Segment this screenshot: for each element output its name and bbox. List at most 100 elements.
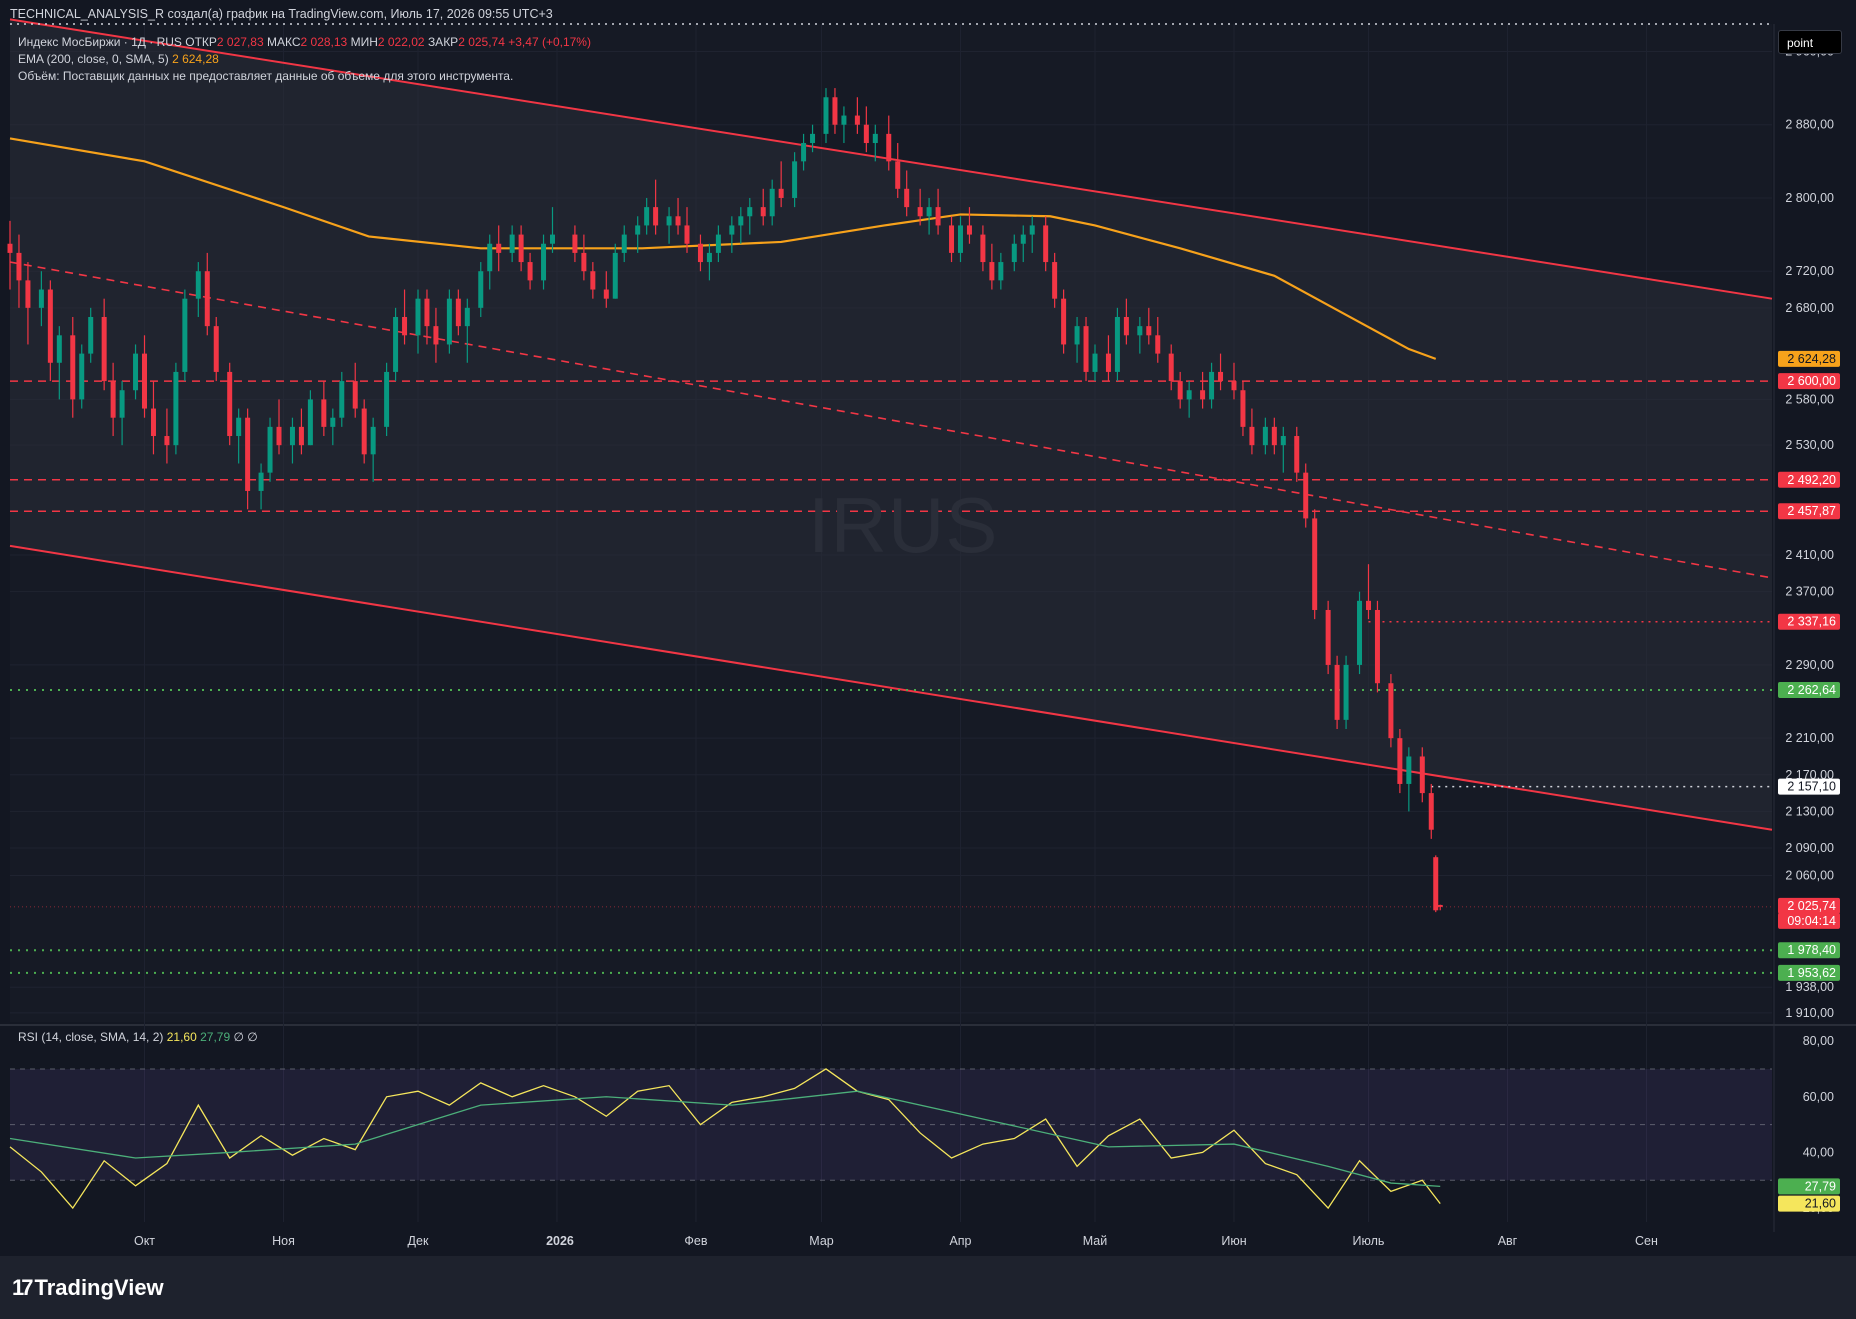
candle-body	[1052, 262, 1058, 299]
y-axis-tick-label: 2 090,00	[1785, 841, 1834, 855]
candle-body	[863, 124, 869, 144]
candle-body	[25, 280, 31, 308]
y-axis-tick-label: 2 800,00	[1785, 191, 1834, 205]
candle-body	[1123, 316, 1129, 336]
candle-body	[697, 243, 703, 263]
symbol-label[interactable]: Индекс МосБиржи · 1Д · RUS	[18, 35, 182, 49]
x-axis-tick-label: Июн	[1221, 1234, 1246, 1248]
x-axis-tick-label: Май	[1083, 1234, 1108, 1248]
open-value: 2 027,83	[216, 35, 264, 49]
candle-body	[872, 133, 878, 144]
price-badge-red-bg	[1778, 471, 1840, 488]
candle-body	[1334, 664, 1340, 720]
footer-bar	[0, 1256, 1856, 1319]
candle-body	[1105, 353, 1111, 372]
price-badge-green-bg	[1778, 681, 1840, 698]
y-axis-tick-label: 2 410,00	[1785, 548, 1834, 562]
candle-body	[393, 316, 399, 372]
candle-body	[110, 381, 116, 418]
candle-body	[823, 97, 829, 134]
channel-fill	[10, 19, 1772, 830]
change-value: +3,47 (+0,17%)	[508, 35, 591, 49]
price-badge-red: 2 492,20	[1787, 473, 1836, 487]
candle-body	[926, 207, 932, 217]
candle-body	[1280, 436, 1286, 446]
candle-body	[330, 417, 336, 427]
candle-body	[621, 234, 627, 253]
open-label: ОТКР	[185, 35, 217, 49]
candle-body	[1397, 738, 1403, 784]
rsi-ma-value: 27,79	[200, 1030, 231, 1044]
point-button[interactable]: point	[1778, 30, 1842, 54]
candle-body	[1177, 381, 1183, 400]
price-badge-white: 2 157,10	[1787, 780, 1836, 794]
candle-body	[895, 161, 901, 189]
tradingview-logo[interactable]: 17 TradingView	[12, 1275, 164, 1301]
rsi-legend[interactable]: RSI (14, close, SMA, 14, 2) 21,60 27,79 …	[18, 1030, 258, 1044]
y-axis-tick-label: 2 370,00	[1785, 585, 1834, 599]
x-axis-tick-label: Апр	[949, 1234, 971, 1248]
candle-body	[424, 298, 430, 327]
candle-body	[1419, 756, 1425, 794]
candle-body	[1218, 371, 1224, 382]
rsi-extra-1: ∅	[233, 1030, 244, 1044]
candle-body	[998, 262, 1004, 281]
x-axis-tick-label: Мар	[809, 1234, 834, 1248]
rsi-label: RSI (14, close, SMA, 14, 2)	[18, 1030, 164, 1044]
price-badge-countdown-bg	[1778, 912, 1840, 929]
candle-body	[415, 298, 421, 336]
tradingview-logo-icon: 17	[12, 1275, 34, 1300]
candle-body	[56, 335, 62, 363]
candle-body	[1168, 353, 1174, 382]
candle-body	[1186, 390, 1192, 400]
candle-body	[1357, 600, 1363, 665]
candle-body	[496, 243, 502, 253]
candle-body	[1365, 600, 1371, 610]
ema200-line	[9, 137, 1437, 360]
ema-legend[interactable]: EMA (200, close, 0, SMA, 5) 2 624,28	[18, 52, 219, 66]
candle-body	[1020, 234, 1026, 244]
candle-body	[133, 353, 139, 391]
symbol-watermark: IRUS	[808, 481, 999, 569]
candle-body	[715, 234, 721, 253]
ohlc-legend: Индекс МосБиржи · 1Д · RUS ОТКР2 027,83 …	[18, 35, 591, 49]
price-badge-countdown: 09:04:14	[1787, 914, 1836, 928]
candle-body	[119, 390, 125, 418]
candle-body	[70, 335, 76, 400]
y-axis-tick-label: 2 290,00	[1785, 658, 1834, 672]
candle-body	[1388, 683, 1394, 739]
price-badge-red-bg	[1778, 613, 1840, 630]
candle-body	[236, 417, 242, 437]
candle-body	[478, 271, 484, 308]
tradingview-logo-text: TradingView	[34, 1275, 164, 1300]
y-axis-tick-label: 2 130,00	[1785, 804, 1834, 818]
candle-body	[541, 243, 547, 281]
candle-body	[289, 426, 295, 446]
candle-body	[182, 298, 188, 372]
volume-legend: Объём: Поставщик данных не предоставляет…	[18, 69, 513, 83]
candle-body	[213, 326, 219, 372]
low-value: 2 022,02	[377, 35, 425, 49]
candle-body	[1271, 426, 1277, 446]
volume-note: Объём: Поставщик данных не предоставляет…	[18, 69, 514, 83]
candle-body	[1092, 353, 1098, 372]
price-badge-green: 1 953,62	[1787, 966, 1836, 980]
candle-body	[801, 143, 807, 162]
price-badge-red: 2 600,00	[1787, 374, 1836, 388]
candle-body	[370, 426, 376, 455]
candle-body	[1406, 756, 1412, 784]
price-badge-red-bg	[1778, 503, 1840, 520]
chart-caption: TECHNICAL_ANALYSIS_R создал(а) график на…	[10, 7, 553, 21]
candle-body	[509, 234, 515, 253]
candle-body	[832, 97, 838, 125]
candle-body	[1043, 225, 1049, 263]
channel-mid-dashed-line	[9, 261, 1773, 579]
candle-body	[258, 472, 264, 491]
y-axis-tick-label: 2 720,00	[1785, 264, 1834, 278]
candle-body	[886, 133, 892, 162]
candle-body	[384, 371, 390, 427]
price-badge-last-bg	[1778, 897, 1840, 914]
price-badge-ema: 2 624,28	[1787, 352, 1836, 366]
high-label: МАКС	[266, 35, 301, 49]
